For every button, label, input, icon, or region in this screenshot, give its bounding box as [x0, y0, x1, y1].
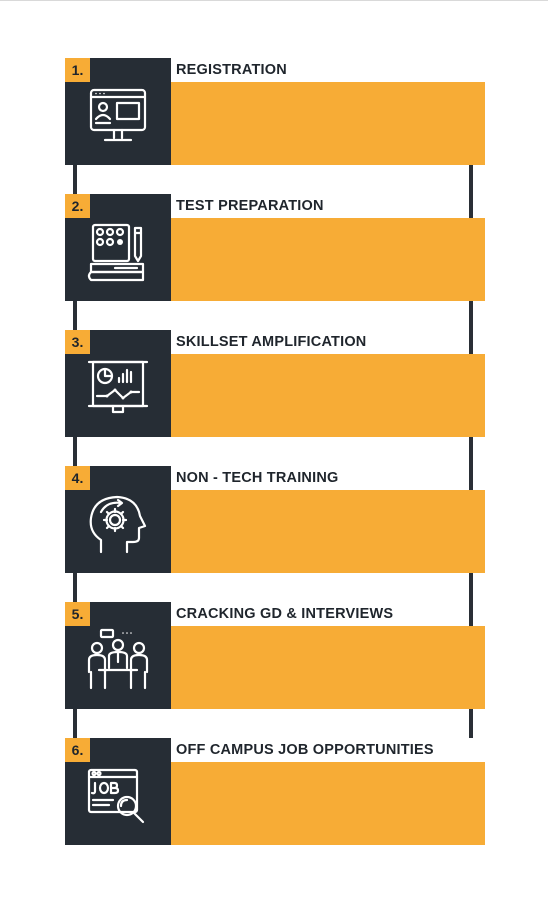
step-icon-box: 1. — [65, 58, 171, 165]
test-book-icon — [87, 223, 145, 282]
step-number: 4. — [65, 466, 90, 490]
step-test-preparation: 2. TEST PREPARATION — [65, 194, 485, 301]
job-search-icon — [87, 768, 145, 824]
step-content-bar — [171, 82, 485, 165]
step-icon-box: 4. — [65, 466, 171, 573]
step-number: 6. — [65, 738, 90, 762]
step-icon-box: 2. — [65, 194, 171, 301]
step-number: 2. — [65, 194, 90, 218]
step-number: 3. — [65, 330, 90, 354]
step-non-tech-training: 4. NON - TECH TRAINING — [65, 466, 485, 573]
step-icon-box: 6. — [65, 738, 171, 845]
step-title: NON - TECH TRAINING — [176, 470, 339, 486]
step-icon-box: 3. — [65, 330, 171, 437]
step-registration: 1. REGISTRATION — [65, 58, 485, 165]
step-content-bar — [171, 626, 485, 709]
connector-left — [73, 165, 77, 738]
step-title: SKILLSET AMPLIFICATION — [176, 334, 367, 350]
step-number: 1. — [65, 58, 90, 82]
step-skillset-amplification: 3. SKILLSET AMPLIFICATION — [65, 330, 485, 437]
step-content-bar — [171, 218, 485, 301]
step-title: OFF CAMPUS JOB OPPORTUNITIES — [176, 742, 434, 758]
step-title: CRACKING GD & INTERVIEWS — [176, 606, 394, 622]
step-icon-box: 5. — [65, 602, 171, 709]
step-title: REGISTRATION — [176, 62, 287, 78]
presentation-chart-icon — [87, 360, 149, 414]
head-gear-icon — [89, 495, 147, 554]
step-number: 5. — [65, 602, 90, 626]
step-content-bar — [171, 354, 485, 437]
step-title: TEST PREPARATION — [176, 198, 324, 214]
step-off-campus-job-opportunities: 6. OFF CAMPUS JOB OPPORTUNITIES — [65, 738, 485, 845]
group-discussion-icon — [87, 628, 149, 690]
connector-right — [469, 165, 473, 738]
step-cracking-gd-interviews: 5. CRACKING GD & INTERVIEWS — [65, 602, 485, 709]
step-content-bar — [171, 490, 485, 573]
top-divider — [0, 0, 548, 1]
registration-form-icon — [89, 88, 147, 142]
step-content-bar — [171, 762, 485, 845]
